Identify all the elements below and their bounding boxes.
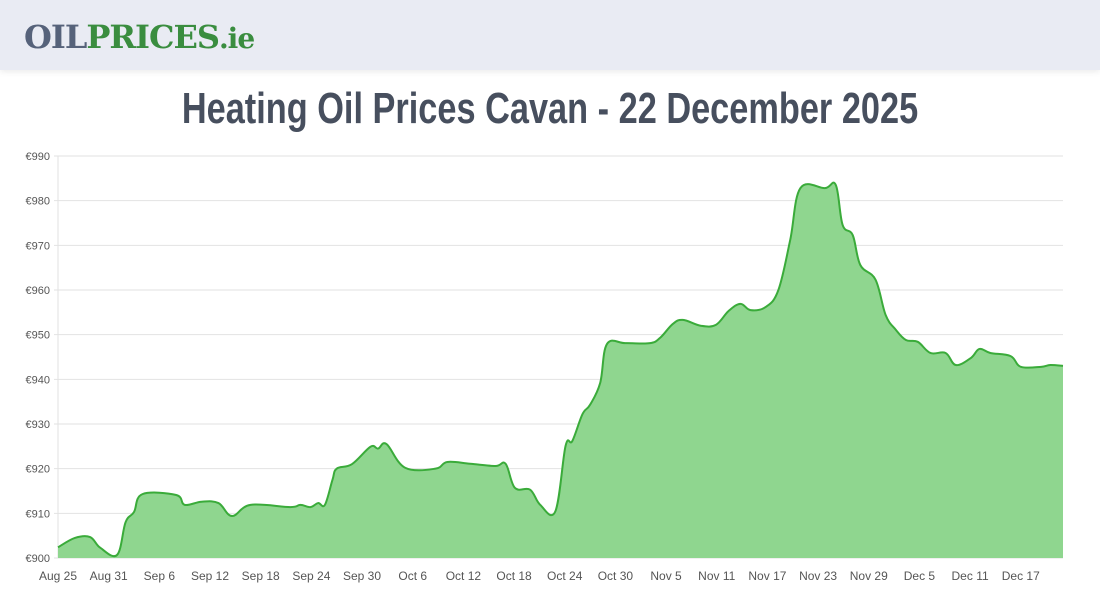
x-tick-label: Oct 12 — [446, 569, 482, 583]
logo-text-prices: PRICES — [86, 18, 220, 56]
y-tick-label: €950 — [26, 330, 50, 342]
x-tick-label: Oct 18 — [496, 569, 532, 583]
y-axis: €900 €910 €920 €930 €940 €950 €960 €970 €980 €990 — [26, 151, 50, 565]
x-tick-label: Dec 17 — [1002, 569, 1040, 583]
x-tick-label: Dec 11 — [952, 569, 989, 583]
y-tick-label: €930 — [26, 419, 50, 431]
x-tick-label: Dec 5 — [904, 569, 936, 583]
x-tick-label: Oct 6 — [398, 569, 427, 583]
y-tick-label: €990 — [26, 151, 50, 163]
x-axis: Aug 25 Aug 31 Sep 6 Sep 12 Sep 18 Sep 24 Sep 3… — [39, 569, 1040, 583]
logo-text-oil: OIL — [24, 18, 87, 56]
x-tick-label: Nov 5 — [650, 569, 682, 583]
price-line[interactable] — [57, 181, 1064, 558]
y-tick-label: €960 — [26, 285, 50, 297]
x-tick-label: Aug 25 — [39, 569, 77, 583]
site-logo[interactable]: OILPRICES.ie — [24, 17, 255, 59]
site-header: OILPRICES.ie — [0, 0, 1100, 70]
y-tick-label: €940 — [26, 374, 50, 386]
x-tick-label: Sep 6 — [144, 569, 176, 583]
logo-text-tld: .ie — [218, 22, 255, 55]
x-tick-label: Nov 17 — [748, 569, 786, 583]
y-tick-label: €920 — [26, 464, 50, 476]
x-tick-label: Nov 23 — [799, 569, 837, 583]
x-tick-label: Sep 30 — [343, 569, 381, 583]
x-tick-label: Aug 31 — [90, 569, 128, 583]
page-title: Heating Oil Prices Cavan - 22 December 2… — [181, 84, 919, 133]
x-tick-label: Oct 30 — [598, 569, 634, 583]
price-area-fill — [58, 182, 1063, 558]
y-tick-label: €900 — [26, 553, 50, 565]
y-tick-label: €980 — [26, 196, 50, 208]
y-tick-label: €970 — [26, 240, 50, 252]
x-tick-label: Sep 18 — [242, 569, 280, 583]
x-tick-label: Nov 29 — [850, 569, 888, 583]
x-tick-label: Sep 24 — [292, 569, 330, 583]
y-tick-label: €910 — [26, 508, 50, 520]
x-tick-label: Sep 12 — [191, 569, 229, 583]
x-tick-label: Oct 24 — [547, 569, 583, 583]
x-tick-label: Nov 11 — [698, 569, 735, 583]
